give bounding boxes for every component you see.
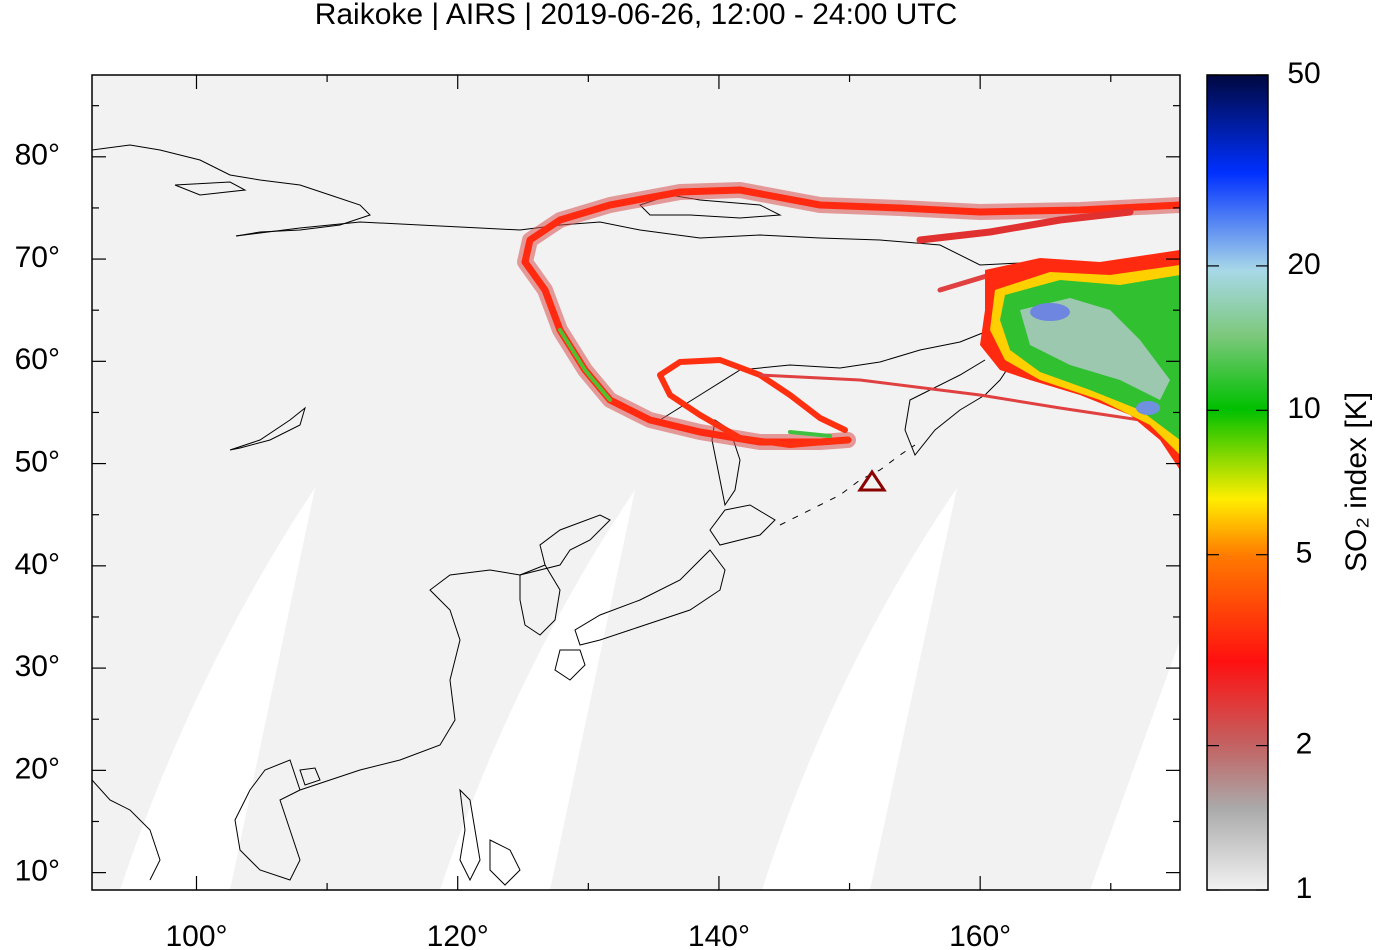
volcano-marker <box>857 469 887 492</box>
x-tick-label: 140° <box>688 920 750 950</box>
x-tick-label: 160° <box>949 920 1011 950</box>
colorbar-label: SO₂ index [K] <box>1340 392 1373 572</box>
x-tick-label: 100° <box>165 920 227 950</box>
y-tick-label: 20° <box>15 752 60 785</box>
so2-cloud <box>1136 401 1160 415</box>
y-tick-label: 10° <box>15 855 60 888</box>
y-tick-label: 70° <box>15 241 60 274</box>
map-frame <box>91 74 1181 891</box>
y-tick-label: 50° <box>15 446 60 479</box>
y-tick-label: 80° <box>15 139 60 172</box>
y-tick-label: 40° <box>15 548 60 581</box>
colorbar <box>1206 74 1269 891</box>
map-area <box>92 75 1180 890</box>
y-tick-label: 60° <box>15 343 60 376</box>
title: Raikoke | AIRS | 2019-06-26, 12:00 - 24:… <box>315 0 958 31</box>
colorbar-tick-label: 1 <box>1296 872 1313 905</box>
so2-cloud <box>1020 298 1170 400</box>
y-tick-label: 30° <box>15 650 60 683</box>
swath-gaps <box>120 488 1180 890</box>
colorbar-tick-label: 2 <box>1296 728 1313 761</box>
so2-plume <box>517 182 1180 450</box>
x-tick-label: 120° <box>427 920 489 950</box>
colorbar-tick-label: 20 <box>1287 248 1320 281</box>
colorbar-tick-label: 50 <box>1287 57 1320 90</box>
colorbar-tick-label: 10 <box>1287 392 1320 425</box>
so2-cloud <box>1030 303 1070 321</box>
colorbar-tick-label: 5 <box>1296 537 1313 570</box>
